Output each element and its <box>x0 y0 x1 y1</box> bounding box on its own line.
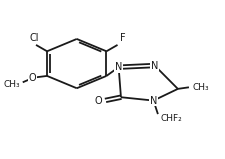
Text: O: O <box>95 96 103 106</box>
Text: N: N <box>115 62 122 72</box>
Text: O: O <box>29 73 36 83</box>
Text: CHF₂: CHF₂ <box>160 114 182 123</box>
Text: CH₃: CH₃ <box>193 83 209 92</box>
Text: CH₃: CH₃ <box>3 80 20 89</box>
Text: N: N <box>150 96 157 106</box>
Text: N: N <box>151 61 158 70</box>
Text: Cl: Cl <box>29 33 38 42</box>
Text: F: F <box>120 33 126 43</box>
